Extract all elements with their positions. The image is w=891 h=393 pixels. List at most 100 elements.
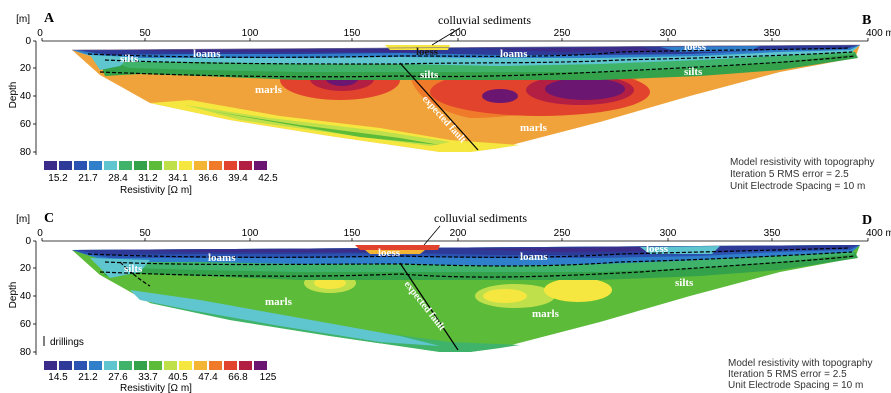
x-tick-label: 300 <box>660 28 677 39</box>
colorbar-value: 42.5 <box>258 173 278 184</box>
layer-label-silts: silts <box>124 263 143 275</box>
layer-label-marls: marls <box>520 122 548 134</box>
layer-label-silts: silts <box>420 69 439 81</box>
layer-label-loams: loams <box>520 251 548 263</box>
y-tick-label: 0 <box>25 36 31 47</box>
x-tick-label: 350 <box>764 28 781 39</box>
model-info-bottom: Model resistivity with topography Iterat… <box>728 358 873 391</box>
resistivity-section-top <box>71 44 861 152</box>
y-tick-labels-top: 0 20 40 60 80 <box>20 36 32 158</box>
layer-label-marls: marls <box>265 296 293 308</box>
layer-label-silts: silts <box>120 53 139 65</box>
colorbar-value: 40.5 <box>168 372 188 383</box>
panel-bottom: 0 50 100 150 200 250 300 350 400 m 0 20 … <box>8 211 891 393</box>
layer-label-marls: marls <box>255 84 283 96</box>
colorbar-value: 125 <box>260 372 277 383</box>
model-info-line: Iteration 5 RMS error = 2.5 <box>728 369 847 380</box>
colorbar-value: 21.7 <box>78 173 98 184</box>
y-tick-label: 80 <box>20 347 32 358</box>
x-tick-label: 400 m <box>866 228 891 239</box>
unit-label: [m] <box>16 14 30 25</box>
profile-end-label: B <box>862 13 871 28</box>
y-tick-label: 0 <box>25 236 31 247</box>
y-axis-label: Depth <box>8 82 19 109</box>
layer-label-loess: loess <box>646 243 669 255</box>
colorbar-label: Resistivity [Ω m] <box>120 185 192 196</box>
panel-top: 0 50 100 150 200 250 300 350 400 m 0 20 … <box>8 11 891 196</box>
model-info-line: Model resistivity with topography <box>728 358 873 369</box>
callout-label: colluvial sediments <box>438 13 531 27</box>
layer-label-loess: loess <box>378 247 401 259</box>
x-tick-label: 100 <box>242 228 259 239</box>
colorbar-value: 28.4 <box>108 173 128 184</box>
layer-label-loams: loams <box>193 48 221 60</box>
y-tick-labels-bottom: 0 20 40 60 80 <box>20 236 32 358</box>
y-tick-marks-top <box>33 40 36 153</box>
y-tick-label: 60 <box>20 119 32 130</box>
y-tick-label: 40 <box>20 291 32 302</box>
model-info-top: Model resistivity with topography Iterat… <box>730 157 875 192</box>
colorbar-label: Resistivity [Ω m] <box>120 383 192 393</box>
y-axis-label: Depth <box>8 282 19 309</box>
model-info-line: Unit Electrode Spacing = 10 m <box>730 181 865 192</box>
x-tick-label: 0 <box>37 28 43 39</box>
y-tick-label: 40 <box>20 91 32 102</box>
colorbar-value: 15.2 <box>48 173 68 184</box>
profile-start-label: A <box>44 11 55 26</box>
drillings-legend-label: drillings <box>50 337 84 348</box>
y-tick-label: 20 <box>20 63 32 74</box>
x-tick-label: 300 <box>660 228 677 239</box>
y-tick-label: 60 <box>20 319 32 330</box>
layer-boundaries-bottom <box>87 247 856 287</box>
profile-end-label: D <box>862 213 872 228</box>
resistivity-section-bottom <box>72 245 860 352</box>
x-tick-labels-top: 0 50 100 150 200 250 300 350 400 m <box>37 28 891 39</box>
colorbar-value: 36.6 <box>198 173 218 184</box>
x-tick-marks-top <box>41 38 869 41</box>
colorbar-value: 66.8 <box>228 372 248 383</box>
y-tick-marks-bottom <box>33 240 36 353</box>
x-tick-labels-bottom: 0 50 100 150 200 250 300 350 400 m <box>37 228 891 239</box>
x-tick-label: 250 <box>554 28 571 39</box>
x-tick-label: 350 <box>764 228 781 239</box>
y-tick-label: 80 <box>20 147 32 158</box>
model-info-line: Model resistivity with topography <box>730 157 875 168</box>
colorbar-value: 21.2 <box>78 372 98 383</box>
x-tick-label: 50 <box>139 228 151 239</box>
layer-label-marls: marls <box>532 308 560 320</box>
unit-label: [m] <box>16 214 30 225</box>
callout-line-top <box>431 27 461 46</box>
layer-label-loess: loess <box>684 41 707 53</box>
layer-label-silts: silts <box>675 277 694 289</box>
layer-label-silts: silts <box>684 66 703 78</box>
x-tick-marks-bottom <box>41 238 869 241</box>
x-tick-label: 400 m <box>866 28 891 39</box>
x-tick-label: 50 <box>139 28 151 39</box>
x-tick-label: 200 <box>450 228 467 239</box>
model-info-line: Iteration 5 RMS error = 2.5 <box>730 169 849 180</box>
colorbar-value: 39.4 <box>228 173 248 184</box>
colorbar-value: 47.4 <box>198 372 218 383</box>
colorbar-top: 15.2 21.7 28.4 31.2 34.1 36.6 39.4 42.5 … <box>44 161 278 196</box>
colorbar-value: 34.1 <box>168 173 188 184</box>
layer-label-loess: loess <box>416 46 439 58</box>
colorbar-bottom: 14.5 21.2 27.6 33.7 40.5 47.4 66.8 125 R… <box>44 361 277 393</box>
x-tick-label: 200 <box>450 28 467 39</box>
x-tick-label: 0 <box>37 228 43 239</box>
colorbar-value: 27.6 <box>108 372 128 383</box>
x-tick-label: 150 <box>344 228 361 239</box>
x-tick-label: 250 <box>554 228 571 239</box>
fault-line-bottom <box>399 262 459 351</box>
colorbar-value: 14.5 <box>48 372 68 383</box>
fault-line-top <box>399 62 479 151</box>
callout-label: colluvial sediments <box>434 211 527 225</box>
y-tick-label: 20 <box>20 263 32 274</box>
layer-label-loams: loams <box>500 48 528 60</box>
profile-start-label: C <box>44 211 54 226</box>
callout-line-bottom <box>423 225 441 246</box>
colorbar-value: 31.2 <box>138 173 158 184</box>
model-info-line: Unit Electrode Spacing = 10 m <box>728 380 863 391</box>
colorbar-value: 33.7 <box>138 372 158 383</box>
layer-boundaries-top <box>87 47 856 78</box>
